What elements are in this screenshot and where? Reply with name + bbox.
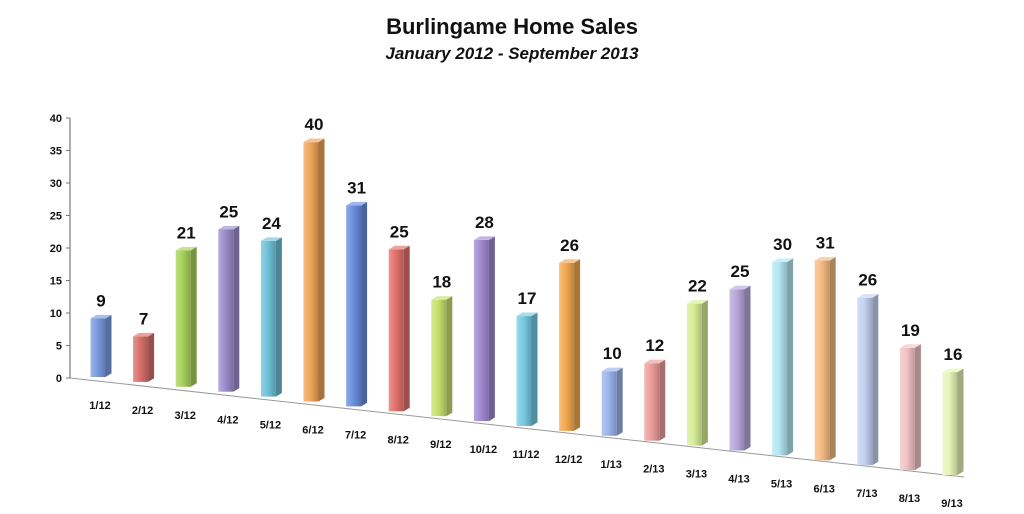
- bar-value-label: 17: [518, 289, 537, 308]
- y-tick-label: 40: [50, 113, 62, 125]
- bar: [473, 236, 495, 422]
- bar: [90, 314, 112, 377]
- bar-value-label: 31: [816, 234, 835, 253]
- bar-value-label: 24: [262, 214, 281, 233]
- x-tick-label: 8/13: [899, 493, 920, 505]
- bar: [388, 245, 410, 412]
- x-tick-label: 3/13: [686, 469, 707, 481]
- bar: [133, 332, 155, 382]
- bar: [218, 225, 240, 392]
- x-tick-label: 4/12: [217, 415, 238, 427]
- bar-value-label: 40: [305, 115, 324, 134]
- bar-value-label: 18: [432, 273, 451, 292]
- bar: [729, 285, 751, 451]
- bar-value-label: 26: [560, 236, 579, 255]
- x-tick-label: 7/13: [856, 488, 877, 500]
- bar: [516, 312, 538, 426]
- x-tick-label: 10/12: [470, 444, 498, 456]
- bar-value-label: 26: [858, 271, 877, 290]
- x-tick-label: 6/13: [813, 483, 834, 495]
- y-tick-label: 25: [50, 211, 62, 223]
- bar: [346, 201, 368, 407]
- bar: [431, 296, 453, 417]
- bar-value-label: 25: [219, 202, 238, 221]
- bar-value-label: 7: [139, 309, 148, 328]
- bar-value-label: 31: [347, 179, 366, 198]
- x-tick-label: 5/12: [260, 420, 281, 432]
- bar: [601, 367, 623, 436]
- y-tick-label: 15: [50, 276, 62, 288]
- bar-value-label: 30: [773, 235, 792, 254]
- bar: [857, 294, 879, 466]
- bar: [814, 256, 836, 461]
- bar-value-label: 10: [603, 344, 622, 363]
- x-tick-label: 8/12: [387, 434, 408, 446]
- bar: [303, 138, 325, 402]
- bar-value-label: 22: [688, 277, 707, 296]
- bar-value-label: 19: [901, 321, 920, 340]
- bars: 9 1/12 7 2/12 21 3/12 25 4/12 24 5/12 40 6/12 31 7/12…: [89, 115, 964, 510]
- y-tick-label: 0: [56, 373, 62, 385]
- x-tick-label: 2/12: [132, 405, 153, 417]
- bar-value-label: 9: [96, 292, 105, 311]
- bar-value-label: 28: [475, 213, 494, 232]
- y-axis: 0 5 10 15 20 25 30 35 40: [50, 113, 965, 478]
- x-tick-label: 1/13: [600, 459, 621, 471]
- bar: [942, 368, 964, 475]
- bar: [899, 344, 921, 471]
- x-tick-label: 6/12: [302, 425, 323, 437]
- bar: [559, 259, 581, 431]
- x-tick-label: 5/13: [771, 478, 792, 490]
- bar: [175, 246, 197, 387]
- chart-subtitle: January 2012 - September 2013: [385, 44, 639, 63]
- x-tick-label: 12/12: [555, 454, 583, 466]
- x-tick-label: 1/12: [89, 400, 110, 412]
- x-tick-label: 4/13: [728, 474, 749, 486]
- chart-title: Burlingame Home Sales: [386, 14, 638, 39]
- x-tick-label: 2/13: [643, 464, 664, 476]
- y-tick-label: 5: [56, 341, 62, 353]
- bar: [260, 237, 282, 397]
- x-tick-label: 11/12: [513, 449, 540, 461]
- x-tick-label: 9/12: [430, 439, 451, 451]
- bar: [686, 300, 708, 446]
- bar-value-label: 16: [944, 345, 963, 364]
- bar-value-label: 21: [177, 223, 196, 242]
- y-tick-label: 20: [50, 243, 62, 255]
- bar: [772, 258, 794, 456]
- y-tick-label: 10: [50, 308, 62, 320]
- x-tick-label: 7/12: [345, 429, 366, 441]
- bar-value-label: 12: [645, 336, 664, 355]
- x-tick-label: 3/12: [174, 410, 195, 422]
- x-tick-label: 9/13: [941, 498, 962, 510]
- y-tick-label: 35: [50, 146, 62, 158]
- y-tick-label: 30: [50, 178, 62, 190]
- bar: [644, 359, 666, 441]
- bar-value-label: 25: [731, 262, 750, 281]
- bar-value-label: 25: [390, 222, 409, 241]
